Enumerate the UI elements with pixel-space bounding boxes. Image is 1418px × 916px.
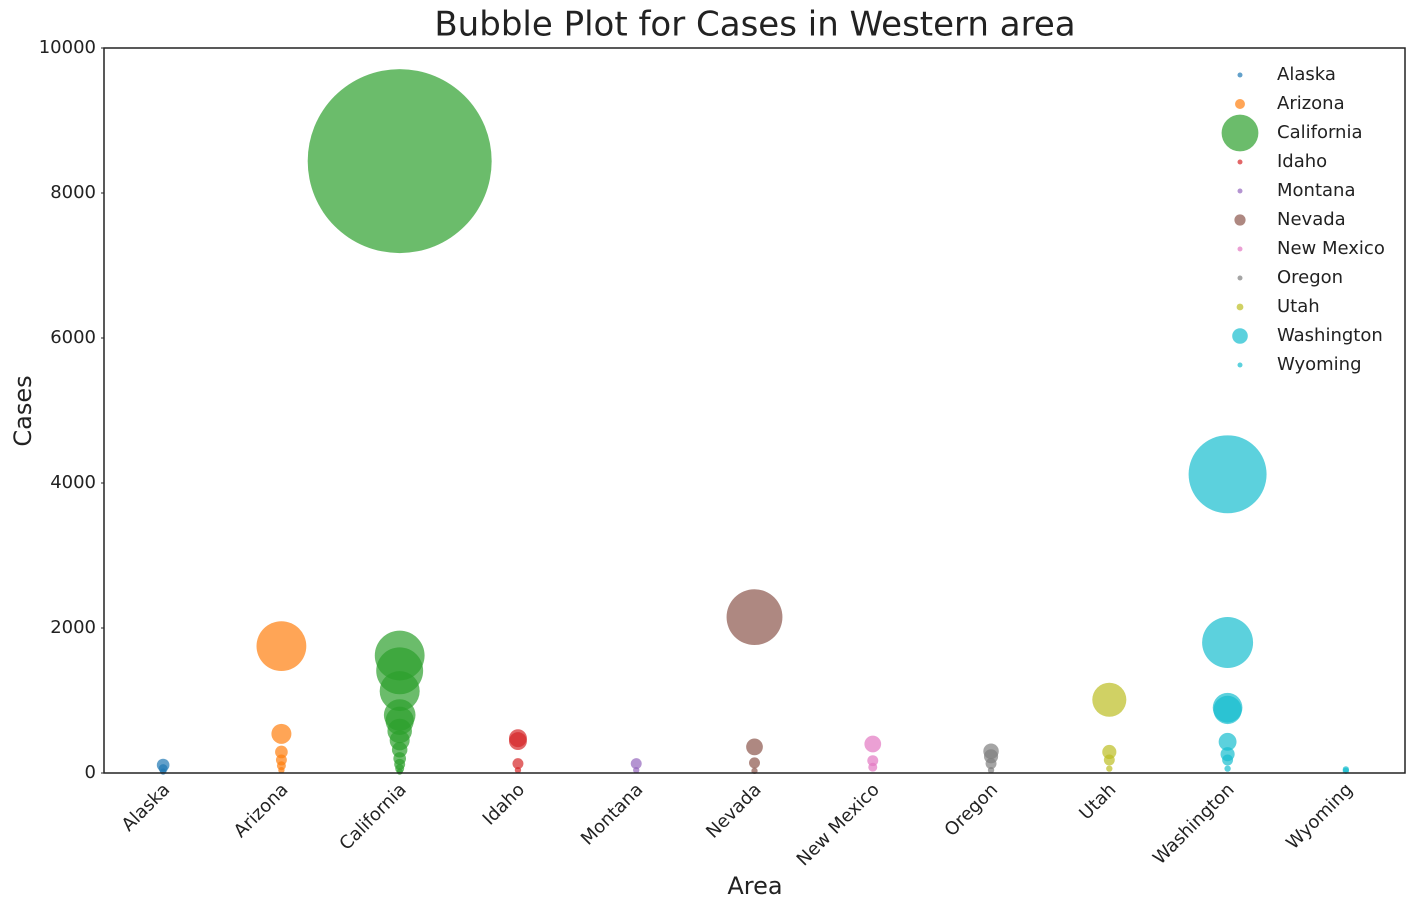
x-tick-label: Utah: [1075, 779, 1120, 824]
bubble: [514, 766, 522, 774]
legend-label: Montana: [1277, 180, 1355, 201]
series: [1188, 435, 1267, 772]
x-tick-label: Alaska: [118, 779, 174, 835]
bubble: [275, 745, 288, 759]
bubble: [271, 723, 292, 744]
y-tick-label: 2000: [50, 617, 96, 638]
bubble: [1213, 695, 1242, 725]
bubble: [1218, 732, 1237, 751]
legend-marker: [1236, 303, 1244, 311]
x-tick-label: Washington: [1149, 779, 1239, 869]
legend-label: Nevada: [1277, 209, 1346, 230]
bubble: [1103, 754, 1115, 766]
bubble: [509, 732, 527, 751]
y-tick-label: 0: [85, 762, 96, 783]
y-tick-label: 6000: [50, 327, 96, 348]
legend-label: New Mexico: [1277, 238, 1385, 259]
x-axis-label: Area: [727, 872, 782, 900]
bubble: [987, 766, 995, 774]
series: [256, 621, 307, 774]
x-tick-label: Nevada: [702, 779, 765, 842]
y-tick-label: 4000: [50, 472, 96, 493]
legend-label: Utah: [1277, 296, 1320, 317]
legend-marker: [1234, 214, 1246, 226]
bubble: [1224, 765, 1231, 772]
bubble: [867, 755, 879, 767]
y-tick-label: 8000: [50, 182, 96, 203]
series: [983, 743, 999, 774]
series: [509, 729, 527, 774]
legend-marker: [1237, 72, 1243, 78]
bubble: [512, 758, 524, 770]
bubble: [749, 757, 760, 769]
x-tick-label: Arizona: [230, 779, 293, 842]
legend-marker: [1235, 99, 1245, 109]
bubble: [726, 589, 783, 646]
legend-label: Arizona: [1277, 93, 1345, 114]
legend-label: Idaho: [1277, 151, 1327, 172]
x-tick-label: New Mexico: [793, 779, 884, 870]
legend-marker: [1237, 275, 1243, 281]
plot-frame: [103, 47, 1406, 774]
series: [156, 758, 170, 775]
bubble: [278, 766, 285, 774]
series: [307, 69, 492, 775]
bubble: [746, 738, 763, 756]
series: [864, 735, 882, 772]
legend-label: Wyoming: [1277, 354, 1362, 375]
legend-marker: [1237, 362, 1243, 368]
legend-label: Oregon: [1277, 267, 1343, 288]
legend-label: Alaska: [1277, 64, 1336, 85]
x-tick-label: Oregon: [941, 779, 1003, 841]
legend-marker: [1237, 159, 1243, 165]
legend-marker: [1237, 188, 1243, 194]
bubble: [633, 766, 640, 774]
chart-title: Bubble Plot for Cases in Western area: [434, 5, 1075, 45]
x-tick-label: Wyoming: [1282, 779, 1357, 854]
bubble: [1222, 754, 1234, 766]
legend-label: California: [1277, 122, 1362, 143]
bubble: [256, 621, 307, 672]
legend-marker: [1237, 246, 1243, 252]
y-axis-label: Cases: [9, 375, 37, 446]
series: [630, 758, 642, 774]
bubble: [1106, 765, 1113, 772]
x-tick-label: California: [335, 779, 410, 854]
x-tick-label: Montana: [577, 779, 647, 849]
series: [726, 589, 783, 774]
bubble: [864, 735, 882, 753]
legend-marker: [1232, 328, 1248, 344]
x-tick-label: Idaho: [479, 779, 529, 829]
legend-marker: [1221, 114, 1259, 152]
bubble: [307, 69, 492, 254]
bubble: [985, 758, 997, 770]
legend-label: Washington: [1277, 325, 1383, 346]
bubble: [159, 768, 167, 775]
bubble: [1092, 682, 1127, 717]
y-tick-label: 10000: [39, 37, 96, 58]
bubble: [1202, 617, 1254, 668]
bubble: [1188, 435, 1267, 514]
series: [1092, 682, 1127, 772]
bubble: [1102, 744, 1117, 760]
bubble: [396, 768, 403, 775]
bubble: [379, 671, 420, 712]
bubble: [868, 762, 878, 772]
bubble: [630, 758, 642, 770]
